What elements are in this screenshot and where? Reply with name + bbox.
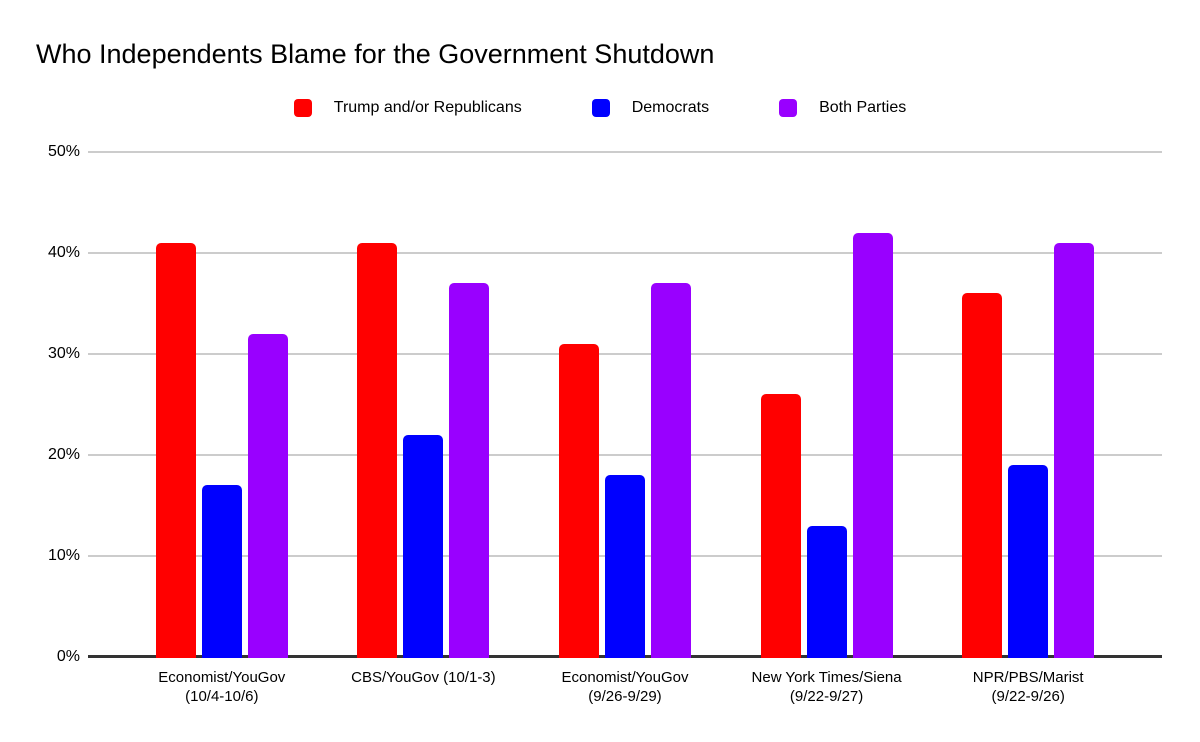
bar [1054,242,1095,658]
y-tick-label-40%: 40% [47,244,80,261]
legend-label: Both Parties [819,99,907,116]
x-axis-label-0: Economist/YouGov (10/4-10/6) [158,669,286,705]
y-tick-label-20%: 20% [47,446,80,463]
legend-swatch-icon [293,99,312,117]
bar [806,525,847,658]
legend-item-0: Trump and/or Republicans [293,99,522,117]
gridline-50% [88,151,1162,153]
legend: Trump and/or Republicans Democrats Both Pa… [0,90,1200,126]
bar [650,283,691,658]
legend-swatch-icon [591,99,610,117]
x-axis-label-3: New York Times/Siena (9/22-9/27) [751,669,902,705]
bar [962,293,1003,658]
bar [1008,465,1049,658]
bar [449,283,490,658]
bar-group-4 [927,152,1129,658]
bar [155,242,196,658]
bar [357,242,398,658]
bar [558,343,599,658]
legend-item-1: Democrats [591,99,710,117]
y-tick-label-30%: 30% [47,345,80,362]
legend-label: Trump and/or Republicans [333,99,522,116]
gridline-30% [88,353,1162,355]
x-axis-labels: Economist/YouGov (10/4-10/6) CBS/YouGov (1… [121,668,1129,706]
bar [760,394,801,658]
x-axis-label-2: Economist/YouGov (9/26-9/29) [561,669,689,705]
gridline-20% [88,454,1162,456]
gridline-40% [88,252,1162,254]
legend-swatch-icon [779,99,798,117]
y-tick-label-0%: 0% [56,648,80,665]
x-axis-label-4: NPR/PBS/Marist (9/22-9/26) [972,669,1084,705]
bar [604,475,645,658]
x-axis-label-1: CBS/YouGov (10/1-3) [351,669,496,686]
bar-group-3 [726,152,928,658]
chart-title: Who Independents Blame for the Governmen… [36,39,715,69]
bar [201,485,242,658]
bar-group-1 [323,152,525,658]
bar-group-2 [524,152,726,658]
y-tick-label-10%: 10% [47,547,80,564]
bar [852,232,893,658]
bar-groups [121,152,1129,658]
bar [403,434,444,658]
bar [247,333,288,658]
legend-item-2: Both Parties [779,99,906,117]
bar-group-0 [121,152,323,658]
legend-label: Democrats [631,99,710,116]
y-tick-label-50%: 50% [47,143,80,160]
